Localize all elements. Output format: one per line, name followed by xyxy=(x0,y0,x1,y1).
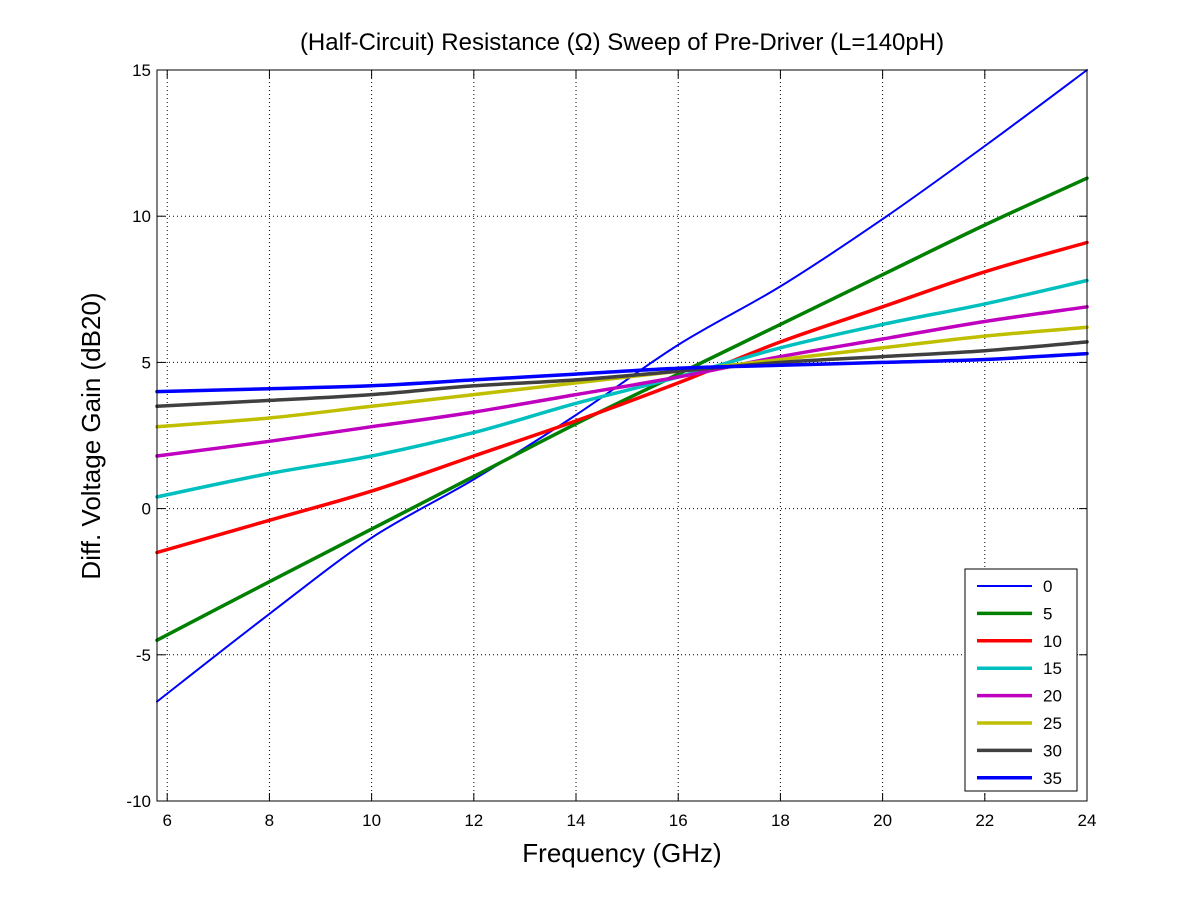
y-tick-label: 15 xyxy=(132,61,151,80)
legend-label-20: 20 xyxy=(1043,687,1062,706)
legend-label-0: 0 xyxy=(1043,577,1052,596)
x-tick-label: 14 xyxy=(567,811,586,830)
series-line-35 xyxy=(155,351,1089,394)
plot-frame xyxy=(156,69,1088,802)
series-line-10 xyxy=(155,240,1089,555)
y-tick-label: -5 xyxy=(136,646,151,665)
series-line-5 xyxy=(155,176,1089,642)
x-tick-label: 24 xyxy=(1078,811,1097,830)
legend-label-35: 35 xyxy=(1043,769,1062,788)
x-tick-label: 12 xyxy=(464,811,483,830)
legend-box xyxy=(964,568,1078,792)
legend-label-30: 30 xyxy=(1043,741,1062,760)
chart-title: (Half-Circuit) Resistance (Ω) Sweep of P… xyxy=(300,29,944,56)
legend-label-15: 15 xyxy=(1043,659,1062,678)
grid xyxy=(157,70,1087,801)
x-tick-label: 8 xyxy=(265,811,274,830)
x-axis-label: Frequency (GHz) xyxy=(522,838,721,868)
x-tick-label: 20 xyxy=(873,811,892,830)
legend-label-25: 25 xyxy=(1043,714,1062,733)
legend-label-10: 10 xyxy=(1043,632,1062,651)
legend: 0 5 10 15 20 25 30 35 xyxy=(964,568,1078,792)
series-line-30 xyxy=(155,340,1089,409)
y-tick-label: 10 xyxy=(132,207,151,226)
plot-area xyxy=(157,70,1087,801)
x-tick-label: 6 xyxy=(162,811,171,830)
series-line-15 xyxy=(155,278,1089,499)
y-tick-label: 5 xyxy=(142,353,151,372)
x-tick-label: 16 xyxy=(669,811,688,830)
y-tick-label: 0 xyxy=(142,500,151,519)
x-tick-label: 22 xyxy=(975,811,994,830)
x-tick-label: 10 xyxy=(362,811,381,830)
x-tick-label: 18 xyxy=(771,811,790,830)
y-tick-label: -10 xyxy=(126,792,151,811)
y-axis-label: Diff. Voltage Gain (dB20) xyxy=(76,292,106,579)
axis-ticks: 6 8 10 12 14 16 18 20 22 24 -10 -5 0 5 10 15 xyxy=(126,61,1096,830)
legend-label-5: 5 xyxy=(1043,604,1052,623)
series-lines xyxy=(155,69,1089,703)
series-line-20 xyxy=(155,305,1089,458)
